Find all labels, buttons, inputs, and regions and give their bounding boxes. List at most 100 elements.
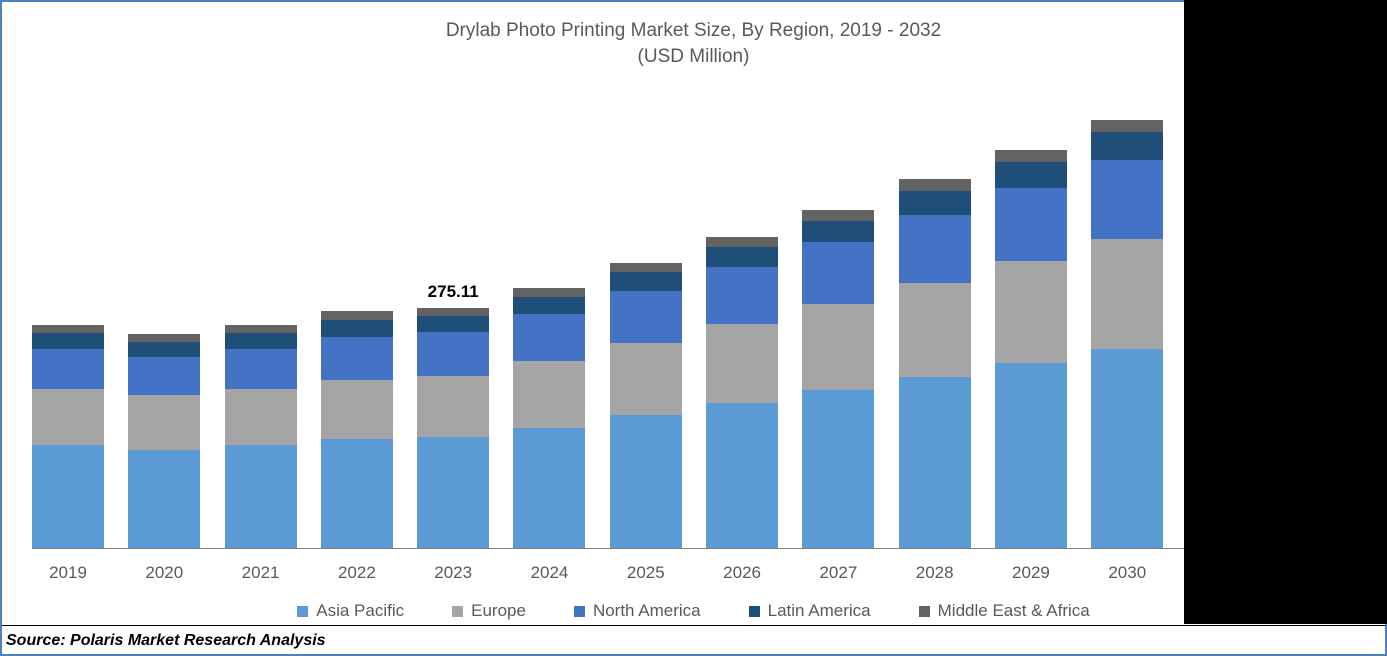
bar-segment — [321, 380, 393, 439]
bar-segment — [513, 297, 585, 314]
bar-segment — [610, 343, 682, 416]
legend-swatch — [919, 606, 930, 617]
bar-group — [899, 179, 971, 548]
bar-segment — [417, 376, 489, 437]
bar-segment — [1091, 132, 1163, 160]
legend-swatch — [574, 606, 585, 617]
bar-segment — [417, 437, 489, 548]
bar-segment — [321, 439, 393, 548]
bar-segment — [899, 179, 971, 190]
bars-row: 275.11 — [32, 77, 1381, 548]
bar-segment — [513, 314, 585, 361]
bar-group — [995, 150, 1067, 549]
legend-swatch — [297, 606, 308, 617]
bar-segment — [128, 450, 200, 549]
bar-segment — [995, 188, 1067, 261]
chart-area: Drylab Photo Printing Market Size, By Re… — [2, 18, 1385, 613]
legend: Asia Pacific Europe North America Latin Ame… — [2, 601, 1385, 621]
bar-segment — [1091, 120, 1163, 132]
x-axis-label: 2030 — [1091, 563, 1163, 583]
bar-segment — [225, 445, 297, 548]
x-axis-label: 2023 — [417, 563, 489, 583]
bar-segment — [321, 311, 393, 320]
bar-group — [706, 237, 778, 548]
source-text: Source: Polaris Market Research Analysis — [6, 632, 326, 649]
bar-group — [225, 325, 297, 549]
x-axis-label: 2024 — [513, 563, 585, 583]
bar-group — [128, 334, 200, 548]
bar-group — [802, 210, 874, 548]
bar-segment — [513, 288, 585, 297]
bar-segment — [706, 267, 778, 324]
bar-segment — [128, 395, 200, 449]
plot-region: 275.11 — [32, 77, 1381, 549]
bar-segment — [128, 334, 200, 342]
bar-segment — [899, 215, 971, 282]
bar-segment — [610, 272, 682, 291]
bar-segment — [513, 428, 585, 549]
legend-label: Latin America — [768, 601, 871, 621]
x-axis-label: 2028 — [899, 563, 971, 583]
source-attribution: Source: Polaris Market Research Analysis — [2, 625, 1385, 654]
legend-label: Middle East & Africa — [938, 601, 1090, 621]
legend-item: North America — [574, 601, 701, 621]
bar-segment — [899, 283, 971, 377]
legend-item: Asia Pacific — [297, 601, 404, 621]
legend-label: Europe — [471, 601, 526, 621]
bar-segment — [802, 221, 874, 243]
bar-segment — [417, 332, 489, 376]
bar-segment — [321, 320, 393, 337]
legend-swatch — [452, 606, 463, 617]
bar-segment — [417, 308, 489, 316]
legend-item: Europe — [452, 601, 526, 621]
legend-item: Middle East & Africa — [919, 601, 1090, 621]
bar-segment — [802, 210, 874, 220]
bar-group — [1091, 120, 1163, 548]
bar-segment — [417, 316, 489, 333]
overlay-panel — [1184, 0, 1387, 624]
bar-segment — [321, 337, 393, 380]
chart-title: Drylab Photo Printing Market Size, By Re… — [2, 18, 1385, 69]
x-axis-label: 2021 — [225, 563, 297, 583]
bar-segment — [706, 403, 778, 548]
bar-segment — [225, 333, 297, 349]
bar-segment — [1091, 160, 1163, 239]
bar-group — [513, 288, 585, 548]
bar-segment — [899, 377, 971, 548]
bar-segment — [225, 389, 297, 445]
bar-segment — [610, 291, 682, 343]
bar-segment — [802, 242, 874, 303]
bar-segment — [32, 325, 104, 333]
legend-item: Latin America — [749, 601, 871, 621]
bar-segment — [32, 389, 104, 445]
bar-segment — [995, 261, 1067, 363]
bar-segment — [128, 357, 200, 395]
bar-segment — [128, 342, 200, 357]
bar-group — [610, 263, 682, 549]
bar-segment — [225, 349, 297, 389]
title-line-1: Drylab Photo Printing Market Size, By Re… — [446, 20, 941, 41]
bar-segment — [225, 325, 297, 334]
legend-label: North America — [593, 601, 701, 621]
x-axis-label: 2026 — [706, 563, 778, 583]
bar-segment — [899, 191, 971, 215]
bar-segment — [32, 349, 104, 389]
x-axis-label: 2025 — [610, 563, 682, 583]
bar-segment — [1091, 349, 1163, 548]
x-axis-labels: 2019202020212022202320242025202620272028… — [32, 549, 1385, 583]
bar-segment — [706, 237, 778, 247]
bar-segment — [995, 363, 1067, 548]
bar-segment — [610, 415, 682, 548]
bar-segment — [995, 162, 1067, 188]
bar-segment — [995, 150, 1067, 162]
bar-segment — [706, 247, 778, 267]
title-line-2: (USD Million) — [638, 46, 750, 67]
bar-value-label: 275.11 — [428, 282, 479, 302]
bar-group — [32, 325, 104, 548]
bar-segment — [610, 263, 682, 273]
bar-segment — [706, 324, 778, 404]
x-axis-label: 2022 — [321, 563, 393, 583]
bar-segment — [1091, 239, 1163, 349]
bar-segment — [32, 333, 104, 349]
bar-group: 275.11 — [417, 308, 489, 548]
